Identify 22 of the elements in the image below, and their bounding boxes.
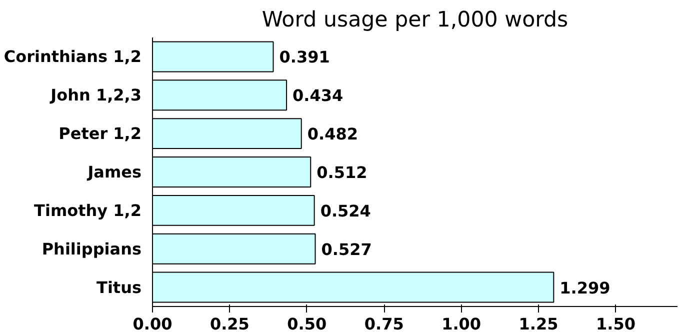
data-label: 0.524 — [320, 201, 371, 220]
data-label: 0.482 — [307, 124, 358, 144]
x-tick-label: 0.00 — [132, 314, 172, 332]
x-tick-label: 0.50 — [287, 314, 327, 332]
x-tick-label: 1.50 — [596, 314, 636, 332]
x-tick-label: 1.25 — [518, 314, 558, 332]
data-label: 1.299 — [560, 278, 610, 298]
data-label: 0.391 — [279, 48, 330, 67]
data-label: 0.512 — [316, 163, 368, 182]
y-tick-label: Corinthians 1,2 — [4, 47, 142, 66]
y-tick-label: Philippians — [42, 239, 142, 258]
x-tick-label: 0.75 — [364, 314, 404, 332]
data-label: 0.527 — [321, 240, 372, 259]
y-tick-label: John 1,2,3 — [50, 86, 142, 105]
y-tick-label: James — [86, 162, 142, 182]
data-label: 0.434 — [292, 86, 344, 106]
x-tick-label: 1.00 — [442, 314, 482, 332]
x-tick-label: 0.25 — [210, 314, 250, 332]
y-tick-label: Timothy 1,2 — [34, 200, 142, 220]
y-tick-label: Peter 1,2 — [58, 124, 142, 144]
chart-title: Word usage per 1,000 words — [262, 8, 568, 32]
y-tick-label: Titus — [96, 278, 142, 297]
